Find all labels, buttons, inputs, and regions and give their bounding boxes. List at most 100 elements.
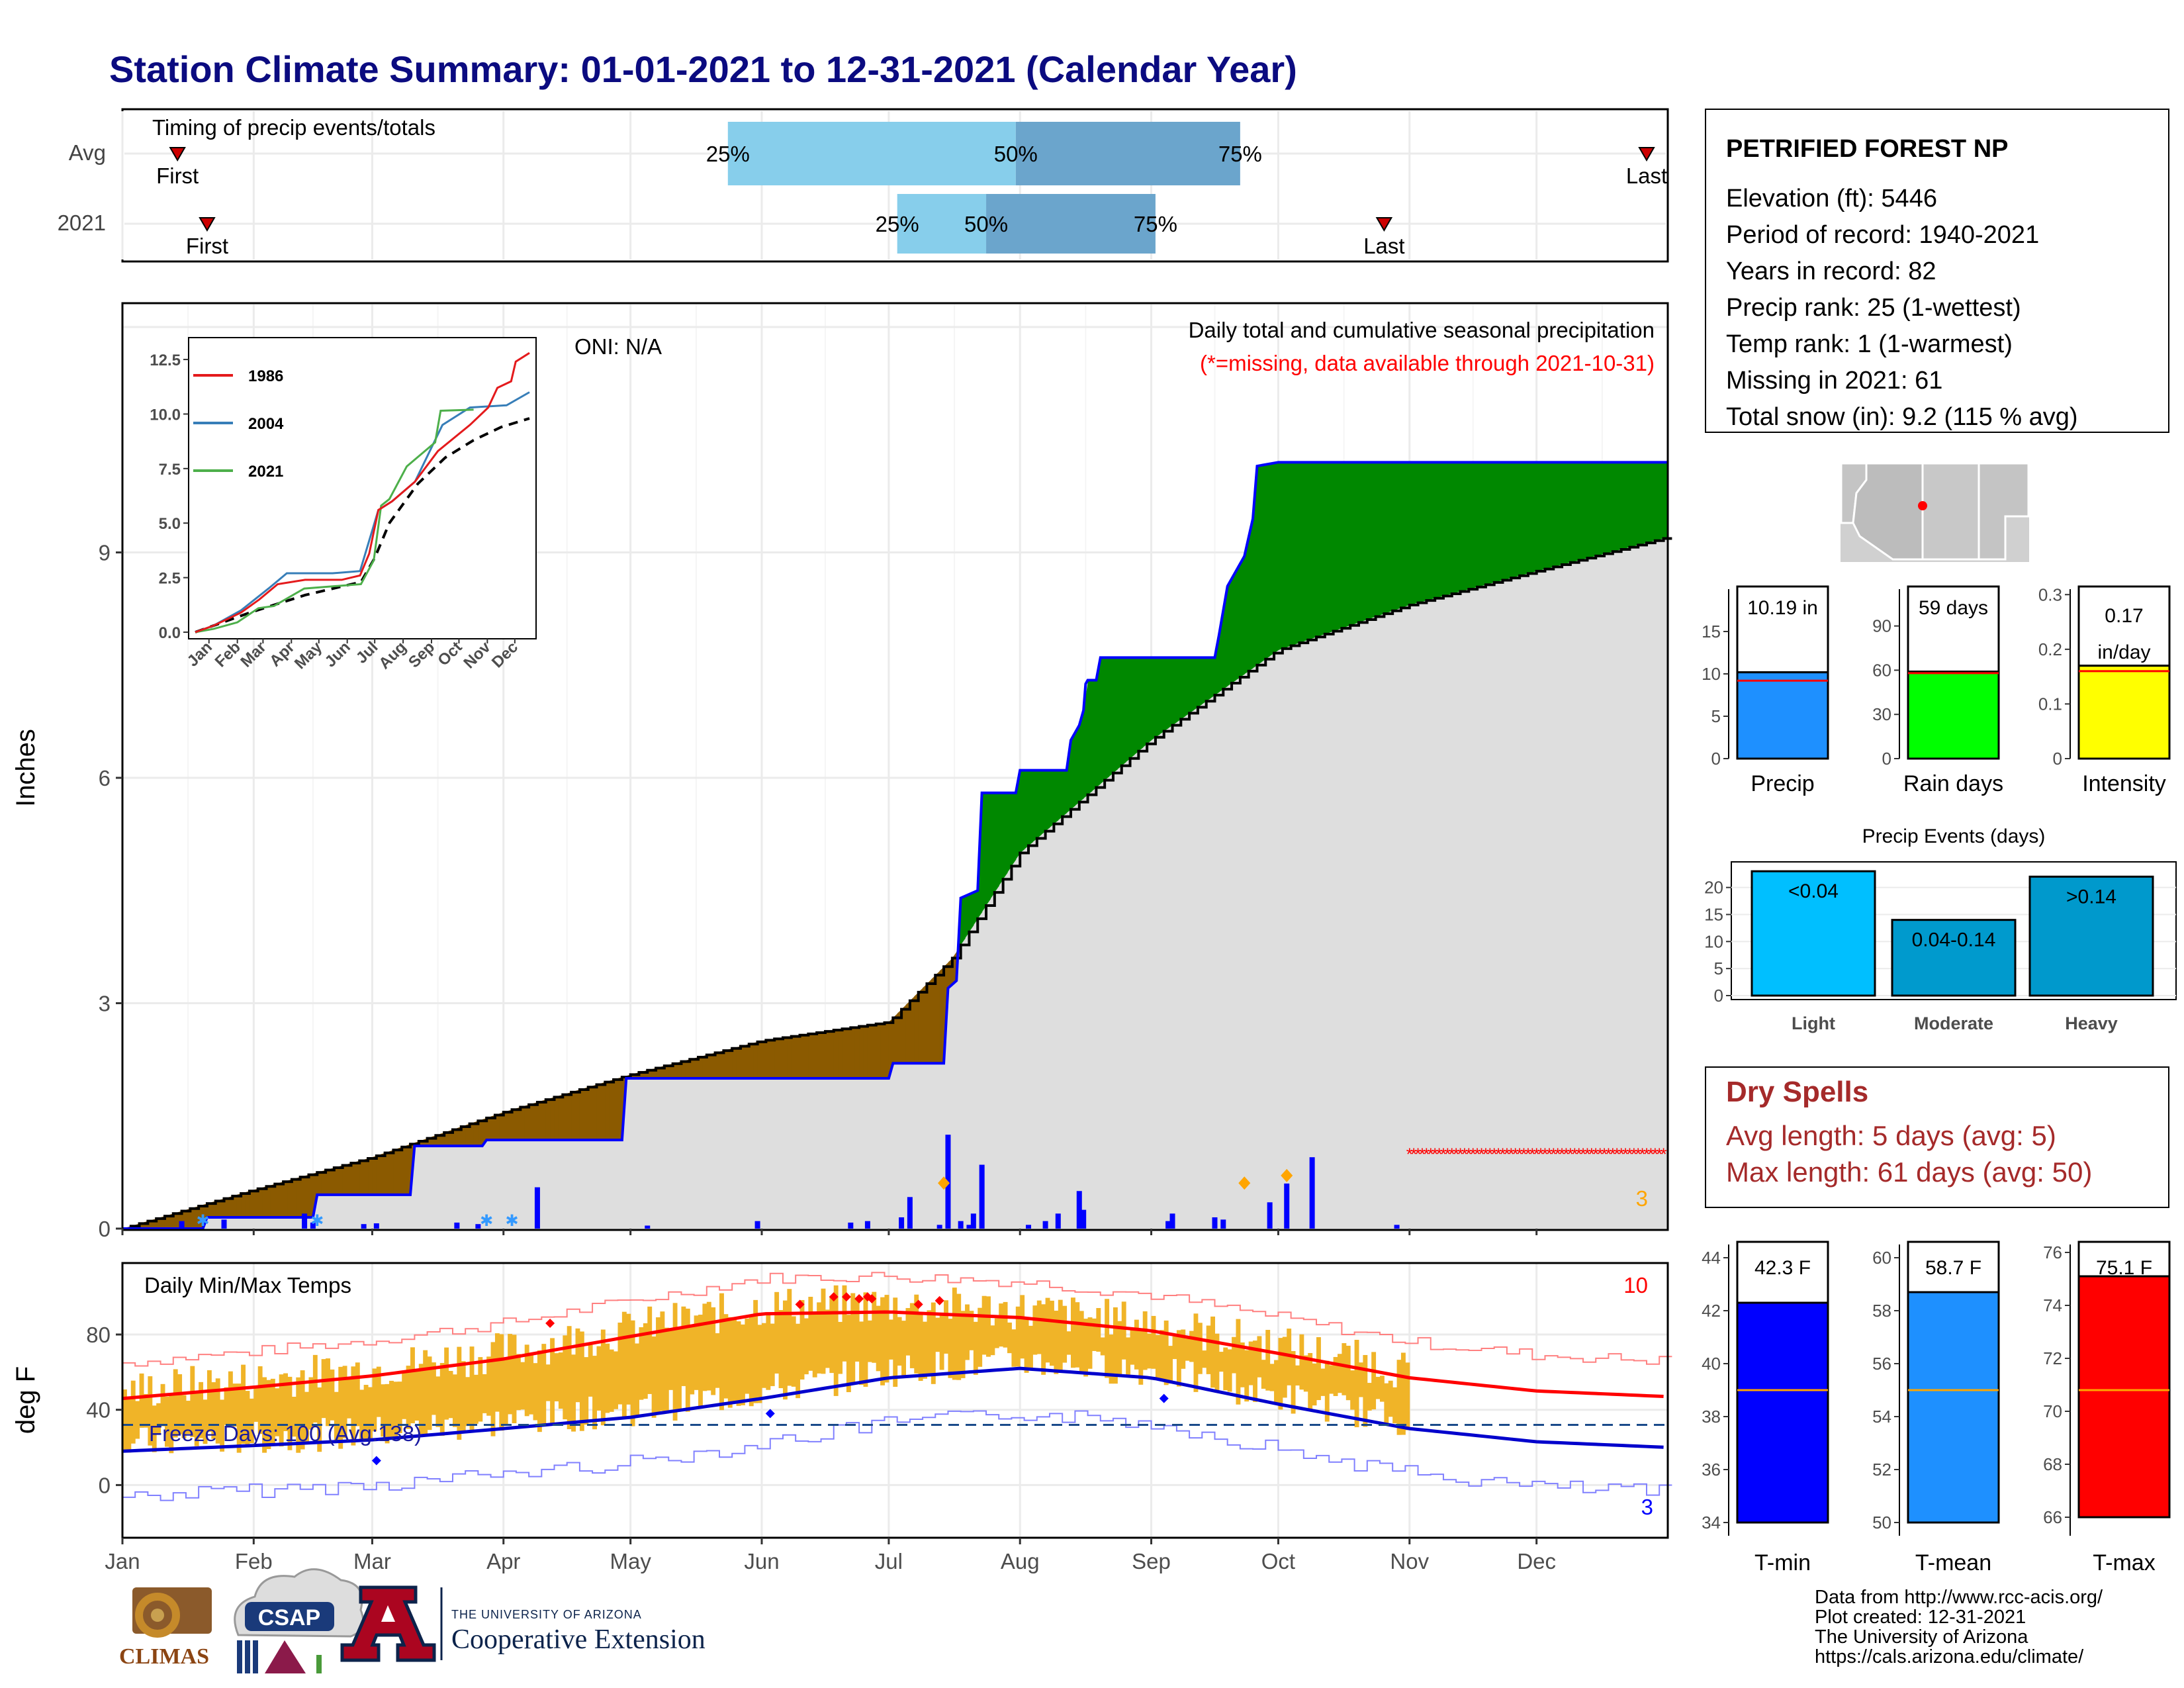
- deficit-area: [381, 1152, 386, 1195]
- daily-temp-bar: [787, 1289, 792, 1386]
- tmean-chart: 50 52 54 56 58 60 58.7 F T-mean: [1872, 1241, 2000, 1575]
- inset-1986-line: [195, 352, 530, 633]
- daily-temp-bar: [275, 1388, 280, 1436]
- ua-big-text: Cooperative Extension: [451, 1624, 705, 1655]
- surplus-area: [1287, 462, 1292, 647]
- deficit-area: [524, 1104, 529, 1141]
- surplus-area: [1197, 657, 1203, 708]
- station-name: PETRIFIED FOREST NP: [1726, 135, 2008, 163]
- daily-temp-bar: [681, 1306, 686, 1386]
- deficit-area: [668, 1063, 674, 1079]
- daily-temp-bar: [944, 1300, 948, 1354]
- daily-temp-bar: [1359, 1362, 1363, 1397]
- surplus-area: [1185, 657, 1190, 716]
- deficit-area: [579, 1088, 584, 1141]
- surplus-area: [969, 892, 974, 932]
- daily-temp-bar: [1227, 1349, 1232, 1392]
- surplus-area: [1633, 462, 1639, 547]
- precip-ylabel: Inches: [11, 729, 40, 807]
- csap-logo: CSAP: [234, 1568, 365, 1673]
- deficit-area: [791, 1035, 796, 1079]
- daily-temp-bar: [656, 1317, 660, 1413]
- daily-temp-bar: [994, 1318, 999, 1348]
- tmax-chart: 66 68 70 72 74 76 75.1 F T-max: [2043, 1241, 2171, 1575]
- deficit-area: [245, 1191, 250, 1217]
- missing-marker: *: [1499, 1145, 1506, 1164]
- missing-marker: *: [1520, 1145, 1527, 1164]
- daily-temp-bar: [1400, 1352, 1406, 1435]
- daily-temp-bar: [1091, 1318, 1097, 1351]
- daily-temp-bar: [931, 1302, 936, 1384]
- surplus-area: [1308, 462, 1313, 640]
- deficit-area: [698, 1056, 704, 1079]
- y-tick-label: 0: [1711, 749, 1721, 769]
- surplus-area: [1414, 462, 1419, 604]
- daily-temp-bar: [939, 1312, 944, 1370]
- daily-temp-bar: [1011, 1329, 1017, 1367]
- average-cumulative-line: [122, 537, 1672, 1230]
- arizona-locator-map: [1839, 461, 2030, 563]
- daily-temp-bar: [304, 1391, 309, 1442]
- missing-marker: *: [1453, 1145, 1459, 1164]
- snow-marker: ✱: [505, 1212, 518, 1230]
- surplus-area: [1244, 537, 1250, 675]
- surplus-area: [1269, 463, 1275, 657]
- deficit-area: [469, 1122, 475, 1147]
- daily-temp-bar: [194, 1391, 199, 1446]
- missing-marker: *: [1512, 1145, 1519, 1164]
- daily-temp-bar: [279, 1374, 284, 1447]
- deficit-area: [473, 1121, 478, 1147]
- daily-temp-bar: [181, 1395, 187, 1438]
- surplus-area: [1338, 462, 1343, 630]
- timing-bar-upper: [1015, 122, 1240, 185]
- daily-temp-bar: [702, 1303, 707, 1391]
- missing-marker: *: [1622, 1145, 1629, 1164]
- daily-precip-bar: [302, 1213, 308, 1229]
- surplus-area: [986, 792, 991, 906]
- surplus-area: [1384, 462, 1389, 614]
- deficit-area: [782, 1037, 788, 1079]
- surplus-area: [994, 792, 999, 893]
- daily-temp-bar: [923, 1321, 927, 1379]
- daily-temp-bar: [245, 1391, 250, 1448]
- y-tick-label: 38: [1702, 1407, 1721, 1427]
- daily-temp-bar: [529, 1353, 534, 1415]
- deficit-area: [291, 1178, 296, 1217]
- missing-marker: *: [1444, 1145, 1451, 1164]
- record-high-marker: [913, 1299, 923, 1309]
- daily-precip-bar: [179, 1221, 185, 1229]
- daily-temp-bar: [812, 1311, 817, 1378]
- surplus-area: [1506, 462, 1512, 579]
- surplus-area: [1070, 732, 1075, 810]
- daily-precip-bar: [310, 1222, 316, 1229]
- deficit-area: [465, 1123, 471, 1147]
- oni-label: ONI: N/A: [574, 334, 662, 359]
- value-box: [2077, 1241, 2171, 1278]
- daily-temp-bar: [749, 1315, 754, 1407]
- station-location-dot: [1918, 501, 1927, 510]
- surplus-area: [1405, 462, 1410, 607]
- deficit-area: [923, 984, 928, 1064]
- daily-temp-bar: [753, 1299, 758, 1403]
- daily-temp-bar: [605, 1343, 610, 1413]
- inset-legend: 1986 2004 2021: [193, 367, 284, 481]
- missing-marker: *: [1576, 1145, 1582, 1164]
- footer-line: Plot created: 12-31-2021: [1815, 1607, 2026, 1628]
- daily-temp-bar: [418, 1364, 424, 1437]
- deficit-area: [745, 1044, 750, 1079]
- missing-marker: *: [1529, 1145, 1535, 1164]
- daily-temp-bar: [1193, 1313, 1199, 1392]
- month-label: Sep: [1132, 1549, 1171, 1573]
- deficit-area: [253, 1188, 259, 1217]
- deficit-area: [859, 1025, 864, 1079]
- deficit-area: [194, 1205, 199, 1229]
- surplus-area: [1045, 770, 1050, 831]
- daily-temp-bar: [1181, 1329, 1186, 1369]
- surplus-area: [1371, 462, 1377, 618]
- deficit-area: [321, 1170, 326, 1195]
- daily-temp-bar: [148, 1376, 153, 1446]
- station-line: Precip rank: 25 (1-wettest): [1726, 294, 2021, 322]
- daily-temp-bar: [990, 1325, 995, 1356]
- deficit-area: [706, 1054, 711, 1079]
- daily-temp-bar: [609, 1349, 614, 1412]
